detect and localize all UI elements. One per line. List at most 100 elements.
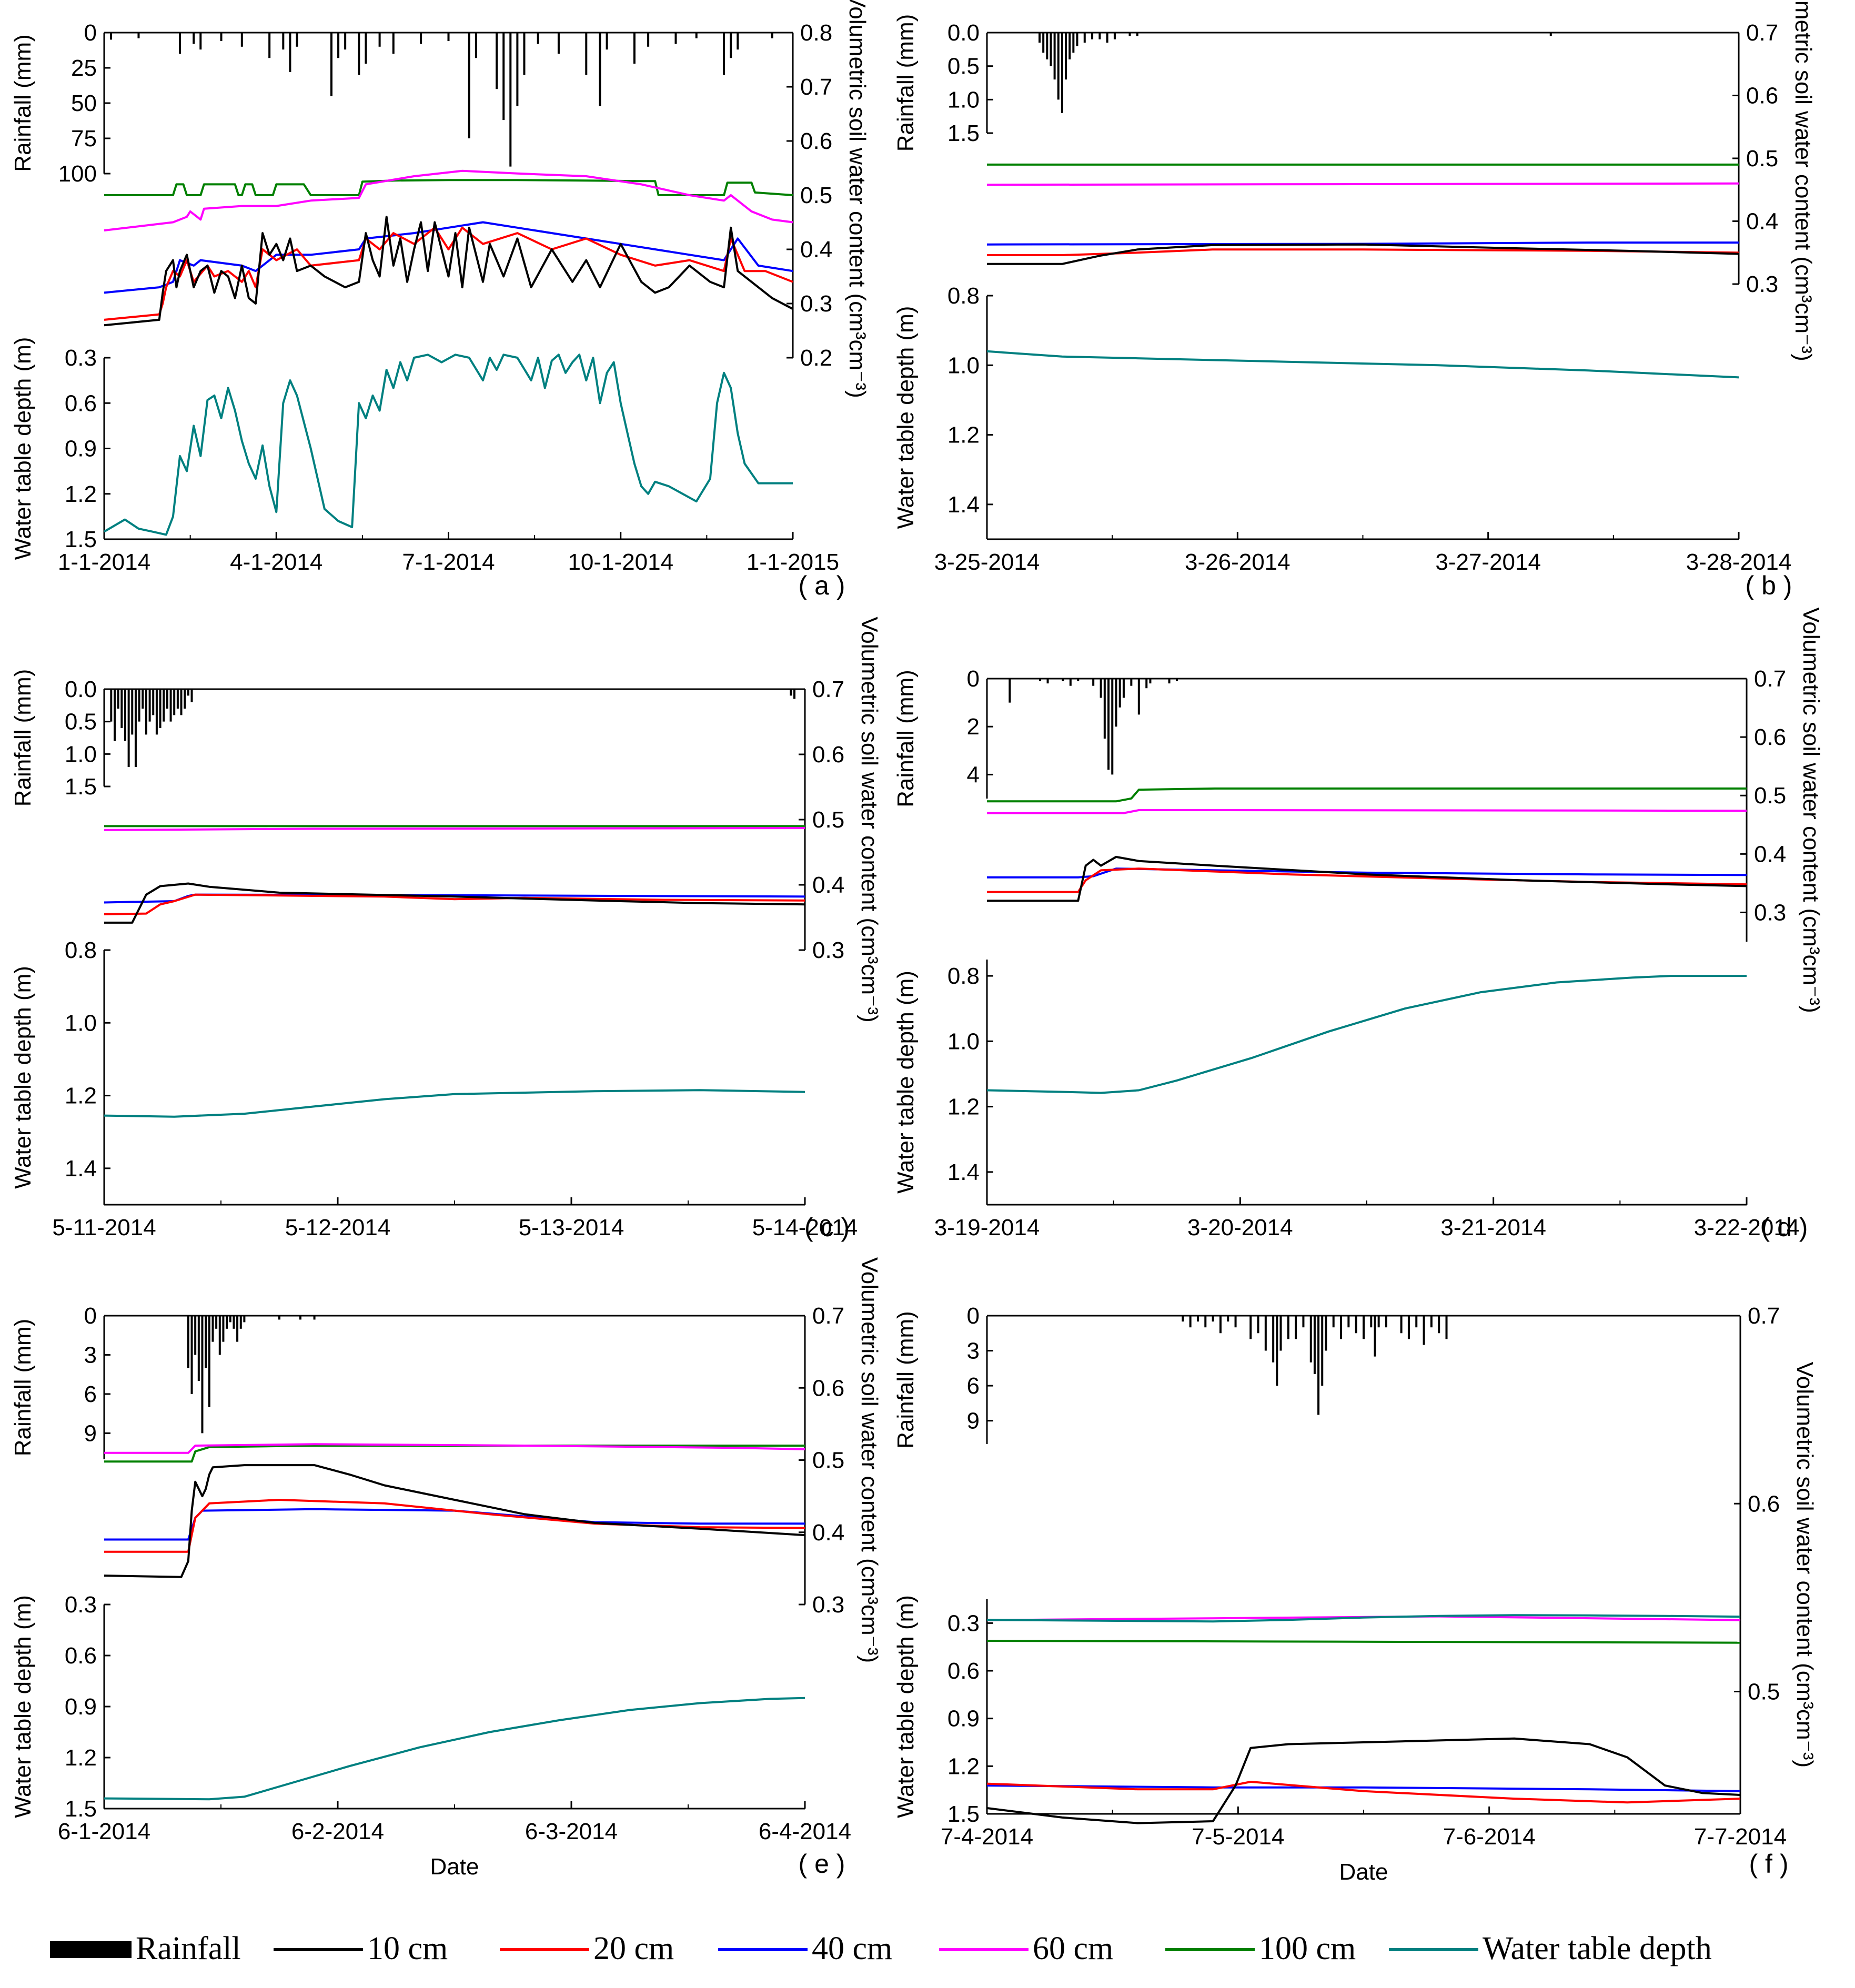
legend-label: 100 cm [1259, 1931, 1356, 1966]
swc-tick-label: 0.8 [800, 20, 832, 46]
swc-tick-label: 0.4 [1754, 841, 1786, 867]
swc-tick-label: 0.3 [812, 1592, 844, 1618]
water-table-tick-label: 1.2 [947, 422, 980, 448]
series-wt [103, 354, 793, 536]
water-table-axis-title: Water table depth (m) [893, 306, 919, 529]
x-tick-label: 7-5-2014 [1192, 1824, 1284, 1850]
swc-tick-label: 0.5 [812, 807, 844, 833]
rain-tick-label: 1.0 [947, 87, 980, 113]
series-d10 [104, 1464, 805, 1578]
panel-label: ( a ) [799, 571, 845, 600]
series-d10 [987, 855, 1747, 902]
rain-tick-label: 0.5 [65, 709, 97, 735]
x-tick-label: 3-21-2014 [1440, 1215, 1546, 1240]
water-table-tick-label: 1.5 [65, 1796, 97, 1822]
panel-label: ( d ) [1761, 1213, 1808, 1242]
rain-tick-label: 2 [967, 714, 980, 740]
swc-axis-title: Volumetric soil water content (cm³cm⁻³) [1790, 0, 1816, 361]
water-table-tick-label: 1.0 [947, 352, 980, 378]
panel-d: 0 2 4 0.8 1.0 1.2 1.4 0.3 0.4 0.5 0.6 0.7 3-19-2014 3… [893, 607, 1824, 1242]
rain-tick-label: 3 [967, 1338, 980, 1364]
swc-tick-label: 0.4 [812, 872, 844, 898]
panel-label: ( f ) [1749, 1849, 1789, 1879]
water-table-axis-title: Water table depth (m) [893, 1595, 919, 1818]
x-tick-label: 3-26-2014 [1185, 549, 1291, 575]
swc-axis-title: Volumetric soil water content (cm³cm⁻³) [856, 1257, 882, 1663]
legend-label: 60 cm [1033, 1931, 1113, 1966]
series-wt [104, 1697, 805, 1801]
rain-tick-label: 9 [967, 1408, 980, 1434]
water-table-tick-label: 0.3 [65, 1592, 97, 1618]
rain-tick-label: 0.0 [65, 677, 97, 702]
series-d40 [986, 241, 1739, 246]
rain-tick-label: 4 [967, 762, 980, 788]
rain-tick-label: 0 [967, 1303, 980, 1329]
swc-tick-label: 0.3 [812, 937, 844, 963]
panel-label: ( b ) [1746, 571, 1792, 600]
rain-axis-title: Rainfall (mm) [893, 670, 919, 808]
series-d10 [104, 216, 793, 327]
water-table-axis-title: Water table depth (m) [10, 337, 36, 560]
water-table-tick-label: 0.6 [65, 390, 97, 416]
series-d10 [986, 1737, 1741, 1824]
water-table-tick-label: 0.8 [947, 283, 980, 309]
rain-tick-label: 6 [84, 1381, 97, 1407]
x-tick-label: 6-3-2014 [525, 1819, 618, 1844]
x-axis-title: Date [430, 1854, 479, 1880]
swc-tick-label: 0.4 [1746, 209, 1778, 235]
x-tick-label: 4-1-2014 [230, 549, 322, 575]
water-table-tick-label: 1.0 [65, 1010, 97, 1036]
series-d60 [104, 1443, 805, 1454]
swc-tick-label: 0.7 [812, 1303, 844, 1329]
legend: Rainfall 10 cm 20 cm 40 cm 60 cm 100 cm Water … [50, 1931, 1712, 1966]
water-table-axis-title: Water table depth (m) [10, 1595, 36, 1818]
water-table-tick-label: 0.9 [65, 436, 97, 462]
series-d100 [987, 787, 1747, 803]
series-d10 [104, 882, 805, 924]
series-d20 [986, 1781, 1741, 1804]
rain-tick-label: 25 [71, 55, 97, 81]
rain-tick-label: 1.5 [65, 774, 97, 800]
x-axis-title: Date [1339, 1859, 1388, 1885]
legend-label: 10 cm [367, 1931, 448, 1966]
water-table-tick-label: 0.8 [65, 937, 97, 963]
x-tick-label: 1-1-2014 [58, 549, 150, 575]
water-table-tick-label: 1.2 [947, 1753, 980, 1779]
swc-tick-label: 0.5 [1748, 1679, 1780, 1705]
series-d60 [987, 809, 1747, 814]
water-table-tick-label: 1.2 [65, 1745, 97, 1771]
series-wt [986, 975, 1747, 1094]
x-tick-label: 6-1-2014 [58, 1819, 150, 1844]
series-d20 [104, 893, 805, 915]
swc-tick-label: 0.6 [812, 1375, 844, 1401]
series-wt [986, 1614, 1741, 1623]
legend-label: Water table depth [1483, 1931, 1712, 1966]
swc-tick-label: 0.6 [1746, 83, 1778, 109]
water-table-tick-label: 1.4 [947, 1159, 980, 1185]
water-table-tick-label: 0.9 [65, 1694, 97, 1720]
swc-tick-label: 0.6 [812, 742, 844, 768]
swc-tick-label: 0.3 [1746, 271, 1778, 297]
legend-label: 20 cm [593, 1931, 674, 1966]
panel-a: 0 25 50 75 100 0.3 0.6 0.9 1.2 1.5 0.2 0.3 0.4 0.5 0.6… [10, 0, 870, 600]
rain-tick-label: 0.5 [947, 54, 980, 79]
swc-tick-label: 0.7 [1746, 20, 1778, 46]
rain-tick-label: 1.0 [65, 741, 97, 767]
rain-tick-label: 6 [967, 1373, 980, 1399]
water-table-tick-label: 0.6 [65, 1643, 97, 1669]
series-wt [986, 350, 1739, 379]
panel-e: 0 3 6 9 0.3 0.6 0.9 1.2 1.5 0.3 0.4 0.5 0.6 0.7 6-1-20… [10, 1257, 882, 1880]
water-table-tick-label: 0.3 [947, 1610, 980, 1636]
legend-label: Rainfall [136, 1931, 241, 1966]
series-d60 [986, 1615, 1741, 1621]
rain-tick-label: 9 [84, 1420, 97, 1446]
rain-axis-title: Rainfall (mm) [10, 1319, 36, 1457]
water-table-axis-title: Water table depth (m) [893, 971, 919, 1194]
x-tick-label: 3-25-2014 [934, 549, 1040, 575]
x-tick-label: 1-1-2015 [747, 549, 839, 575]
swc-tick-label: 0.3 [1754, 900, 1786, 925]
water-table-tick-label: 0.9 [947, 1706, 980, 1732]
series-wt [104, 1089, 805, 1118]
rain-tick-label: 3 [84, 1342, 97, 1368]
panel-label: ( e ) [799, 1849, 845, 1879]
